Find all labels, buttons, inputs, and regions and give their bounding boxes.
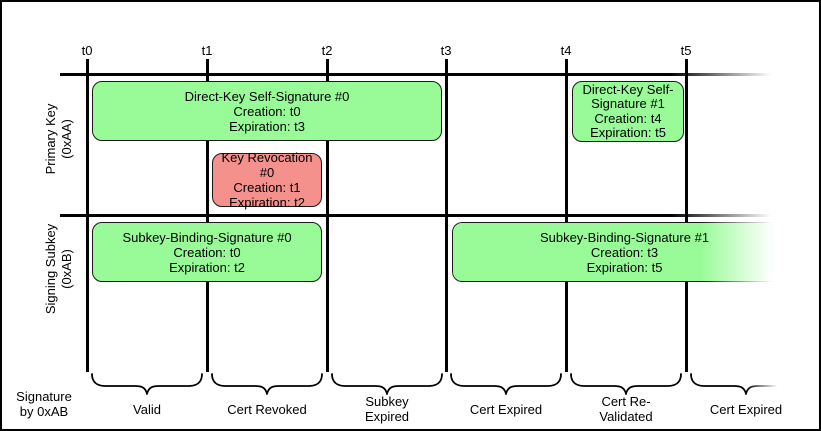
segment-label-subkey-expired: Subkey Expired <box>364 394 410 424</box>
box-expiration: Expiration: t5 <box>586 259 663 275</box>
box-creation: Creation: t0 <box>173 244 241 260</box>
signing-subkey-row-line <box>60 214 778 217</box>
box-title: Direct-Key Self-Signature #0 <box>184 88 350 104</box>
segment-brace-subkey-expired <box>331 373 443 395</box>
segment-brace-cert-revoked <box>211 373 323 395</box>
tick-label-t5: t5 <box>680 43 692 58</box>
segment-brace-cert-expired-2 <box>690 373 802 395</box>
segment-brace-cert-revalidated <box>570 373 682 395</box>
box-expiration: Expiration: t2 <box>169 259 245 275</box>
signature-box-key-revocation-0: Key Revocation #0 Creation: t1 Expiratio… <box>212 150 322 210</box>
segment-brace-cert-expired-1 <box>450 373 562 395</box>
segment-label-cert-revalidated: Cert Re-Validated <box>599 394 653 424</box>
row-label-primary-key: Primary Key (0xAA) <box>43 103 74 175</box>
box-title: Key Revocation #0 <box>221 150 313 180</box>
primary-key-row-line <box>60 73 778 76</box>
tick-label-t0: t0 <box>81 43 93 58</box>
box-title: Direct-Key Self-Signature #1 <box>582 81 674 111</box>
box-expiration: Expiration: t5 <box>590 125 666 140</box>
box-creation: Creation: t1 <box>233 180 301 195</box>
tick-label-t3: t3 <box>440 43 452 58</box>
signature-box-direct-key-self-signature-1: Direct-Key Self-Signature #1 Creation: t… <box>572 81 684 142</box>
segment-label-cert-expired-2: Cert Expired <box>709 401 783 417</box>
row-label-signing-subkey: Signing Subkey (0xAB) <box>43 223 74 315</box>
box-title: Subkey-Binding-Signature #0 <box>122 229 292 245</box>
box-title: Subkey-Binding-Signature #1 <box>539 229 710 245</box>
tick-label-t1: t1 <box>201 43 213 58</box>
signature-box-subkey-binding-signature-1: Subkey-Binding-Signature #1 Creation: t3… <box>452 222 797 282</box>
signature-box-subkey-binding-signature-0: Subkey-Binding-Signature #0 Creation: t0… <box>92 222 322 282</box>
box-creation: Creation: t3 <box>590 244 659 260</box>
segment-label-cert-revoked: Cert Revoked <box>227 401 307 417</box>
segment-label-cert-expired-1: Cert Expired <box>469 401 543 417</box>
box-expiration: Expiration: t2 <box>229 195 305 210</box>
segment-label-valid: Valid <box>133 401 161 417</box>
segment-brace-valid <box>91 373 203 395</box>
signature-box-direct-key-self-signature-0: Direct-Key Self-Signature #0 Creation: t… <box>92 81 442 141</box>
box-creation: Creation: t0 <box>233 103 301 119</box>
tick-label-t2: t2 <box>321 43 333 58</box>
tick-label-t4: t4 <box>560 43 572 58</box>
box-expiration: Expiration: t3 <box>229 118 305 134</box>
box-creation: Creation: t4 <box>594 110 662 126</box>
axis-caption-signature-by-0xab: Signature by 0xAB <box>16 389 72 419</box>
